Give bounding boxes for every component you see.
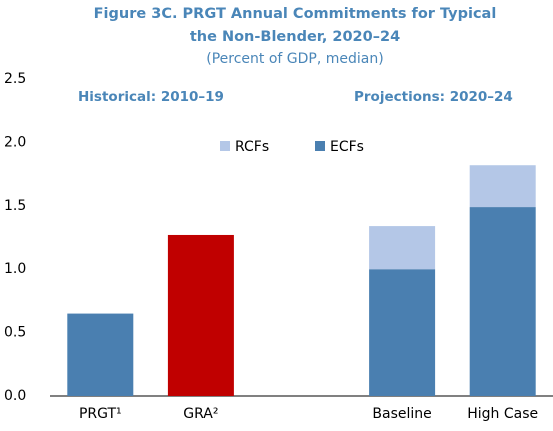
y-tick-label: 2.5	[4, 71, 26, 87]
legend-label: ECFs	[330, 139, 364, 155]
y-tick-label: 1.0	[4, 261, 26, 277]
x-tick-label: Baseline	[372, 406, 431, 422]
y-tick-label: 0.0	[4, 388, 26, 404]
x-tick-label: GRA²	[183, 406, 218, 422]
bar	[369, 226, 436, 270]
y-tick-label: 0.5	[4, 325, 26, 341]
chart-subtitle: (Percent of GDP, median)	[206, 51, 383, 67]
legend-label: RCFs	[235, 139, 269, 155]
y-tick-label: 2.0	[4, 134, 26, 150]
chart-title: the Non-Blender, 2020–24	[190, 29, 400, 45]
annotation: Historical: 2010–19	[78, 89, 224, 105]
x-tick-label: High Case	[467, 406, 538, 422]
x-tick-label: PRGT¹	[79, 406, 122, 422]
annotation: Projections: 2020–24	[354, 89, 513, 105]
bar	[167, 234, 234, 396]
bar	[469, 207, 536, 396]
bar	[469, 165, 536, 208]
chart-title: Figure 3C. PRGT Annual Commitments for T…	[94, 6, 497, 22]
legend-swatch	[220, 141, 230, 151]
bar	[67, 313, 134, 396]
bar	[369, 269, 436, 396]
y-tick-label: 1.5	[4, 198, 26, 214]
legend-swatch	[315, 141, 325, 151]
